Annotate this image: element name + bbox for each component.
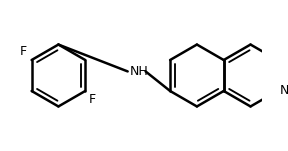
- Text: F: F: [20, 45, 27, 58]
- Text: F: F: [88, 93, 96, 106]
- Text: NH: NH: [130, 65, 149, 78]
- Text: N: N: [280, 84, 288, 98]
